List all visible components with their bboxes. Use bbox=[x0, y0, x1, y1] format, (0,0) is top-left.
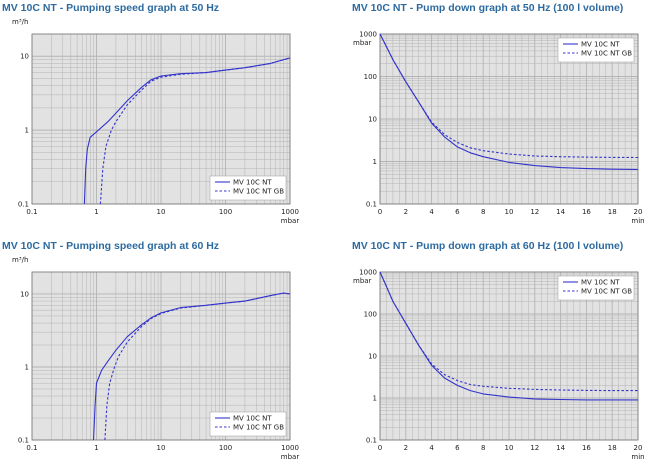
x-tick-label: 2 bbox=[404, 208, 408, 216]
x-tick-label: 16 bbox=[582, 208, 591, 216]
axes-frame bbox=[379, 271, 639, 441]
x-tick-label: 20 bbox=[634, 208, 643, 216]
y-tick-label: 10 bbox=[20, 290, 29, 298]
axes-frame bbox=[31, 271, 291, 441]
x-tick-label: 100 bbox=[219, 444, 232, 452]
x-tick-label: 8 bbox=[481, 208, 485, 216]
legend-box bbox=[557, 275, 635, 301]
x-tick-label: 1000 bbox=[281, 208, 299, 216]
grid bbox=[31, 271, 291, 441]
x-tick-label: 10 bbox=[157, 208, 166, 216]
x-tick-label: 14 bbox=[556, 208, 565, 216]
x-tick-label: 0.1 bbox=[26, 208, 37, 216]
x-tick-label: 10 bbox=[505, 208, 514, 216]
y-axis-label: mbar bbox=[353, 277, 372, 285]
series-line-2 bbox=[104, 292, 291, 441]
x-tick-label: 14 bbox=[556, 444, 565, 452]
y-tick-label: 0.1 bbox=[18, 201, 29, 209]
x-tick-label: 12 bbox=[530, 444, 539, 452]
y-tick-label: 0.1 bbox=[18, 437, 29, 445]
x-tick-label: 12 bbox=[530, 208, 539, 216]
chart-panel-speed-50hz: MV 10C NT - Pumping speed graph at 50 Hz… bbox=[2, 2, 322, 232]
x-tick-label: 18 bbox=[608, 444, 617, 452]
y-tick-label: 1 bbox=[25, 363, 29, 371]
chart-pumpdown-50hz: 0 2 4 6 8 10 12 14 16 18 20 0.1 1 10 100 1000 min mbar MV … bbox=[353, 31, 645, 226]
x-tick-label: 18 bbox=[608, 208, 617, 216]
axes-frame bbox=[379, 33, 639, 205]
x-tick-label: 6 bbox=[455, 208, 460, 216]
x-tick-label: 16 bbox=[582, 444, 591, 452]
y-tick-label: 10 bbox=[20, 53, 29, 61]
legend-label: MV 10C NT GB bbox=[233, 424, 284, 432]
chart-title: MV 10C NT - Pump down graph at 50 Hz (10… bbox=[352, 2, 624, 14]
grid bbox=[379, 271, 639, 441]
legend-label: MV 10C NT bbox=[233, 179, 272, 187]
y-axis-label: mbar bbox=[353, 39, 372, 47]
x-tick-label: 10 bbox=[157, 444, 166, 452]
x-tick-label: 0 bbox=[378, 208, 382, 216]
y-tick-label: 10 bbox=[368, 353, 377, 361]
y-tick-label: 1000 bbox=[359, 269, 377, 277]
series-line-2 bbox=[379, 271, 638, 392]
y-tick-label: 1 bbox=[25, 127, 29, 135]
x-tick-label: 0.1 bbox=[26, 444, 37, 452]
chart-panel-pumpdown-60hz: MV 10C NT - Pump down graph at 60 Hz (10… bbox=[352, 240, 649, 470]
chart-pumpdown-60hz: 0 2 4 6 8 10 12 14 16 18 20 0.1 1 10 100 1000 min mbar MV … bbox=[353, 269, 645, 462]
x-tick-label: 6 bbox=[455, 444, 460, 452]
x-axis-label: min bbox=[631, 453, 644, 461]
y-tick-label: 100 bbox=[364, 311, 377, 319]
series-line-2 bbox=[379, 33, 639, 159]
x-tick-label: 4 bbox=[429, 444, 434, 452]
chart-title: MV 10C NT - Pumping speed graph at 60 Hz bbox=[2, 240, 220, 252]
grid bbox=[379, 33, 639, 205]
x-tick-label: 0 bbox=[378, 444, 382, 452]
x-axis-label: mbar bbox=[281, 453, 300, 461]
y-axis-label: m³/h bbox=[12, 18, 28, 26]
x-tick-label: 1000 bbox=[281, 444, 299, 452]
axes-frame bbox=[31, 33, 291, 205]
legend-label: MV 10C NT GB bbox=[581, 288, 632, 296]
legend-box bbox=[557, 37, 635, 63]
y-tick-label: 1000 bbox=[359, 31, 377, 39]
x-tick-label: 2 bbox=[404, 444, 408, 452]
chart-panel-pumpdown-50hz: MV 10C NT - Pump down graph at 50 Hz (10… bbox=[352, 2, 649, 232]
y-tick-label: 10 bbox=[368, 116, 377, 124]
x-tick-label: 1 bbox=[94, 208, 98, 216]
x-tick-label: 20 bbox=[634, 444, 643, 452]
y-tick-label: 1 bbox=[373, 158, 377, 166]
x-axis-label: min bbox=[631, 217, 644, 225]
legend-label: MV 10C NT bbox=[581, 41, 620, 49]
x-tick-label: 4 bbox=[429, 208, 434, 216]
legend-label: MV 10C NT bbox=[581, 279, 620, 287]
x-tick-label: 100 bbox=[219, 208, 232, 216]
chart-title: MV 10C NT - Pump down graph at 60 Hz (10… bbox=[352, 240, 624, 252]
x-tick-label: 1 bbox=[94, 444, 98, 452]
x-tick-label: 8 bbox=[481, 444, 485, 452]
legend-box bbox=[209, 175, 287, 201]
y-tick-label: 0.1 bbox=[366, 437, 377, 445]
legend-label: MV 10C NT bbox=[233, 415, 272, 423]
legend-label: MV 10C NT GB bbox=[581, 50, 632, 58]
y-tick-label: 1 bbox=[373, 395, 377, 403]
legend-box bbox=[209, 411, 287, 437]
y-axis-label: m³/h bbox=[12, 256, 28, 264]
legend-label: MV 10C NT GB bbox=[233, 188, 284, 196]
y-tick-label: 0.1 bbox=[366, 201, 377, 209]
x-tick-label: 10 bbox=[505, 444, 514, 452]
x-axis-label: mbar bbox=[281, 217, 300, 225]
chart-panel-speed-60hz: MV 10C NT - Pumping speed graph at 60 Hz… bbox=[2, 240, 322, 470]
series-line-2 bbox=[99, 57, 291, 205]
y-tick-label: 100 bbox=[364, 73, 377, 81]
chart-title: MV 10C NT - Pumping speed graph at 50 Hz bbox=[2, 2, 220, 14]
series-line-1 bbox=[379, 271, 638, 401]
